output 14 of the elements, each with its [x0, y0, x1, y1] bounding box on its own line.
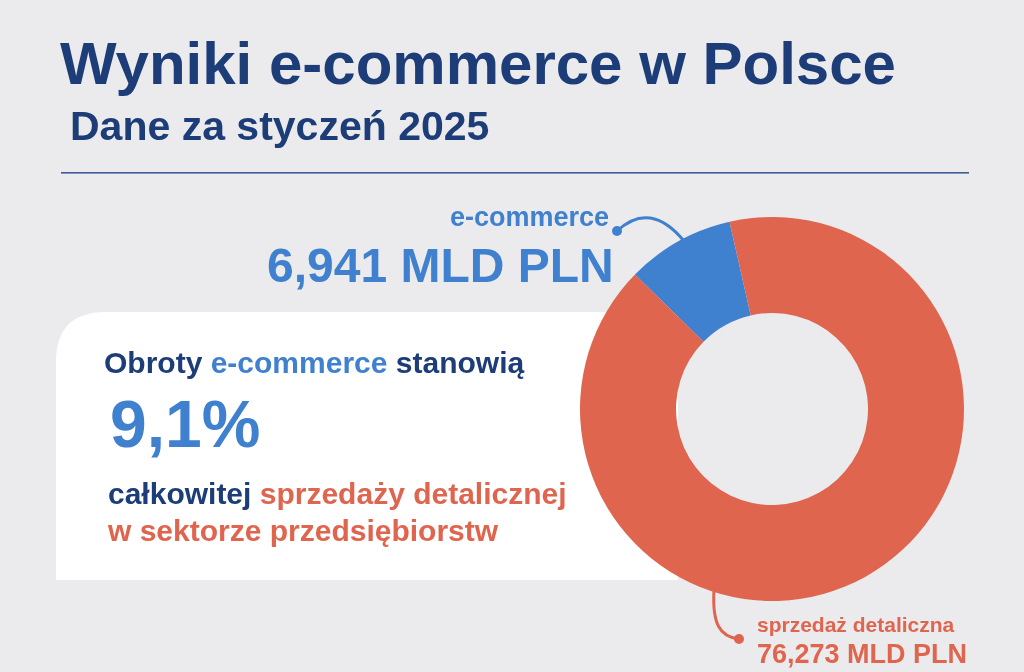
text: Obroty: [104, 346, 203, 379]
text: sprzedaży detalicznej: [259, 477, 567, 510]
text: w sektorze przedsiębiorstw: [107, 514, 499, 547]
legend-label: sprzedaż detaliczna: [757, 613, 955, 636]
text: 6,941 MLD PLN: [267, 239, 614, 292]
text: e-commerce: [210, 346, 388, 379]
text: 9,1%: [110, 387, 261, 461]
text: 76,273 MLD PLN: [757, 639, 968, 669]
slice-label: e-commerce: [449, 202, 609, 232]
text: stanowią: [395, 346, 525, 379]
chart-title: Wyniki e-commerce w Polsce: [60, 30, 896, 97]
chart-subtitle: Dane za styczeń 2025: [70, 103, 490, 149]
text: całkowitej: [108, 477, 252, 510]
donut-slice: [634, 221, 751, 342]
